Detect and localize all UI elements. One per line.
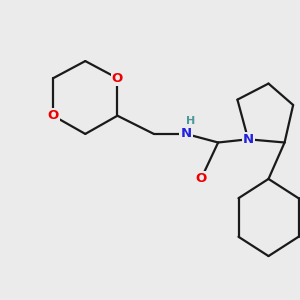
Text: N: N [243, 133, 254, 146]
Text: H: H [186, 116, 195, 126]
Text: O: O [47, 109, 59, 122]
Text: O: O [112, 72, 123, 85]
Text: N: N [180, 128, 192, 140]
Text: O: O [195, 172, 207, 185]
